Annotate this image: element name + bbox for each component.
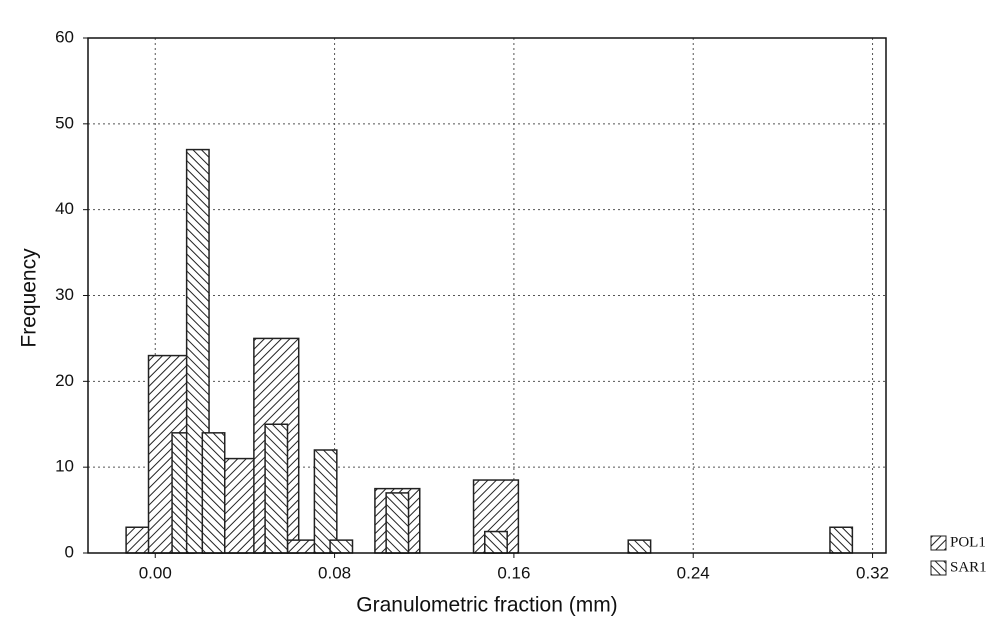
legend-swatch [930, 560, 947, 576]
bar [313, 449, 338, 554]
bar [201, 432, 226, 554]
y-tick-label: 50 [55, 113, 74, 132]
y-tick-label: 20 [55, 371, 74, 390]
bar [484, 530, 508, 554]
x-tick-label: 0.24 [677, 563, 710, 582]
x-axis-title: Granulometric fraction (mm) [356, 594, 617, 617]
y-tick-label: 40 [55, 199, 74, 218]
plot-frame [87, 37, 887, 554]
legend-swatch [930, 535, 947, 551]
bar [329, 539, 354, 554]
x-tick-label: 0.32 [856, 563, 889, 582]
x-tick-label: 0.16 [497, 563, 530, 582]
y-tick-label: 30 [55, 285, 74, 304]
y-tick-label: 60 [55, 27, 74, 46]
y-axis-title: Frequency [18, 248, 41, 348]
legend-label: POL1 [950, 534, 986, 550]
y-tick-label: 10 [55, 457, 74, 476]
bar [264, 423, 289, 554]
x-tick-label: 0.08 [318, 563, 351, 582]
bar [627, 539, 652, 554]
legend-label: SAR1 [950, 559, 987, 575]
bar [829, 526, 854, 554]
x-tick-label: 0.00 [139, 563, 172, 582]
y-tick-label: 0 [65, 542, 74, 561]
bar [385, 492, 410, 554]
